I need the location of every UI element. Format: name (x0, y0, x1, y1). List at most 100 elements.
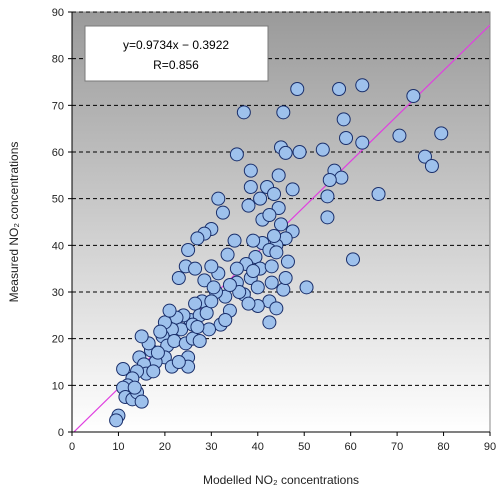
data-point (264, 275, 279, 290)
data-point (299, 280, 314, 295)
data-point (199, 306, 214, 320)
data-point (280, 254, 295, 269)
data-point (134, 394, 149, 409)
x-tick-label: 60 (345, 441, 357, 453)
y-tick-label: 0 (58, 427, 64, 439)
data-point (332, 82, 347, 96)
equation-box: y=0.9734x − 0.3922 R=0.856 (84, 25, 269, 82)
data-point (204, 259, 219, 274)
y-axis-title: Measured NO₂ concentrations (7, 142, 21, 303)
x-tick-label: 90 (484, 441, 496, 453)
data-point (241, 198, 256, 213)
data-point (218, 313, 233, 327)
data-point (220, 247, 235, 262)
data-point (264, 259, 279, 274)
data-point (274, 217, 288, 232)
data-point (355, 78, 370, 93)
data-point (285, 182, 300, 197)
data-point (243, 163, 258, 178)
y-axis-ticks: 0 10 20 30 40 50 60 70 80 90 (52, 7, 72, 439)
data-point (202, 322, 217, 337)
data-point (190, 320, 205, 334)
y-tick-label: 60 (52, 147, 64, 159)
data-point (276, 105, 291, 120)
regression-equation: y=0.9734x − 0.3922 (123, 38, 229, 52)
data-point (417, 149, 432, 164)
data-point (211, 191, 226, 206)
data-point (232, 285, 247, 299)
data-point (406, 89, 421, 103)
data-point (171, 355, 186, 369)
y-tick-label: 70 (52, 100, 64, 112)
x-tick-label: 10 (112, 441, 124, 453)
data-point (269, 245, 284, 260)
y-tick-label: 50 (52, 194, 64, 206)
data-point (146, 364, 161, 379)
y-tick-label: 30 (52, 287, 64, 299)
data-point (424, 159, 439, 173)
data-point (243, 180, 258, 194)
data-point (150, 345, 165, 360)
data-point (250, 280, 265, 295)
y-tick-label: 80 (52, 54, 64, 66)
y-tick-label: 40 (52, 240, 64, 252)
data-point (236, 105, 251, 120)
data-point (162, 303, 177, 318)
data-point (276, 282, 291, 297)
data-point (336, 112, 351, 127)
x-tick-label: 50 (298, 441, 310, 453)
data-point (134, 329, 149, 344)
data-point (171, 271, 186, 285)
data-point (109, 413, 124, 428)
y-tick-label: 10 (52, 380, 64, 392)
data-point (371, 187, 386, 201)
x-tick-label: 80 (437, 441, 449, 453)
y-tick-label: 90 (52, 7, 64, 19)
data-point (167, 334, 182, 348)
data-point (153, 324, 168, 339)
data-point (197, 273, 212, 288)
data-point (292, 145, 307, 159)
data-point (190, 231, 205, 246)
x-tick-label: 20 (159, 441, 171, 453)
data-point (320, 210, 335, 225)
data-point (246, 233, 261, 248)
x-tick-label: 40 (252, 441, 264, 453)
data-points (109, 78, 449, 428)
data-point (215, 205, 230, 220)
data-point (267, 229, 282, 243)
data-point (278, 271, 293, 285)
data-point (229, 261, 244, 276)
x-tick-label: 30 (205, 441, 217, 453)
data-point (116, 362, 131, 376)
data-point (434, 126, 449, 141)
data-point (315, 142, 330, 157)
data-point (322, 173, 337, 187)
x-tick-label: 70 (391, 441, 403, 453)
data-point (345, 252, 360, 267)
data-point (262, 208, 277, 222)
data-point (269, 301, 284, 316)
data-point (320, 189, 335, 204)
data-point (127, 380, 142, 395)
data-point (278, 145, 293, 160)
y-tick-label: 20 (52, 334, 64, 346)
data-point (206, 280, 221, 295)
data-point (227, 233, 242, 248)
data-point (271, 201, 286, 215)
x-axis-ticks: 0 10 20 30 40 50 60 70 80 90 (69, 432, 496, 453)
data-point (181, 243, 196, 257)
data-point (290, 82, 305, 96)
data-point (188, 296, 203, 311)
r-value: R=0.856 (153, 58, 199, 72)
data-point (188, 261, 203, 276)
data-point (262, 315, 277, 330)
x-axis-title: Modelled NO₂ concentrations (203, 473, 359, 487)
data-point (204, 294, 219, 309)
data-point (192, 334, 207, 348)
data-point (334, 170, 349, 185)
data-point (355, 135, 370, 150)
data-point (271, 168, 286, 183)
data-point (253, 191, 268, 206)
